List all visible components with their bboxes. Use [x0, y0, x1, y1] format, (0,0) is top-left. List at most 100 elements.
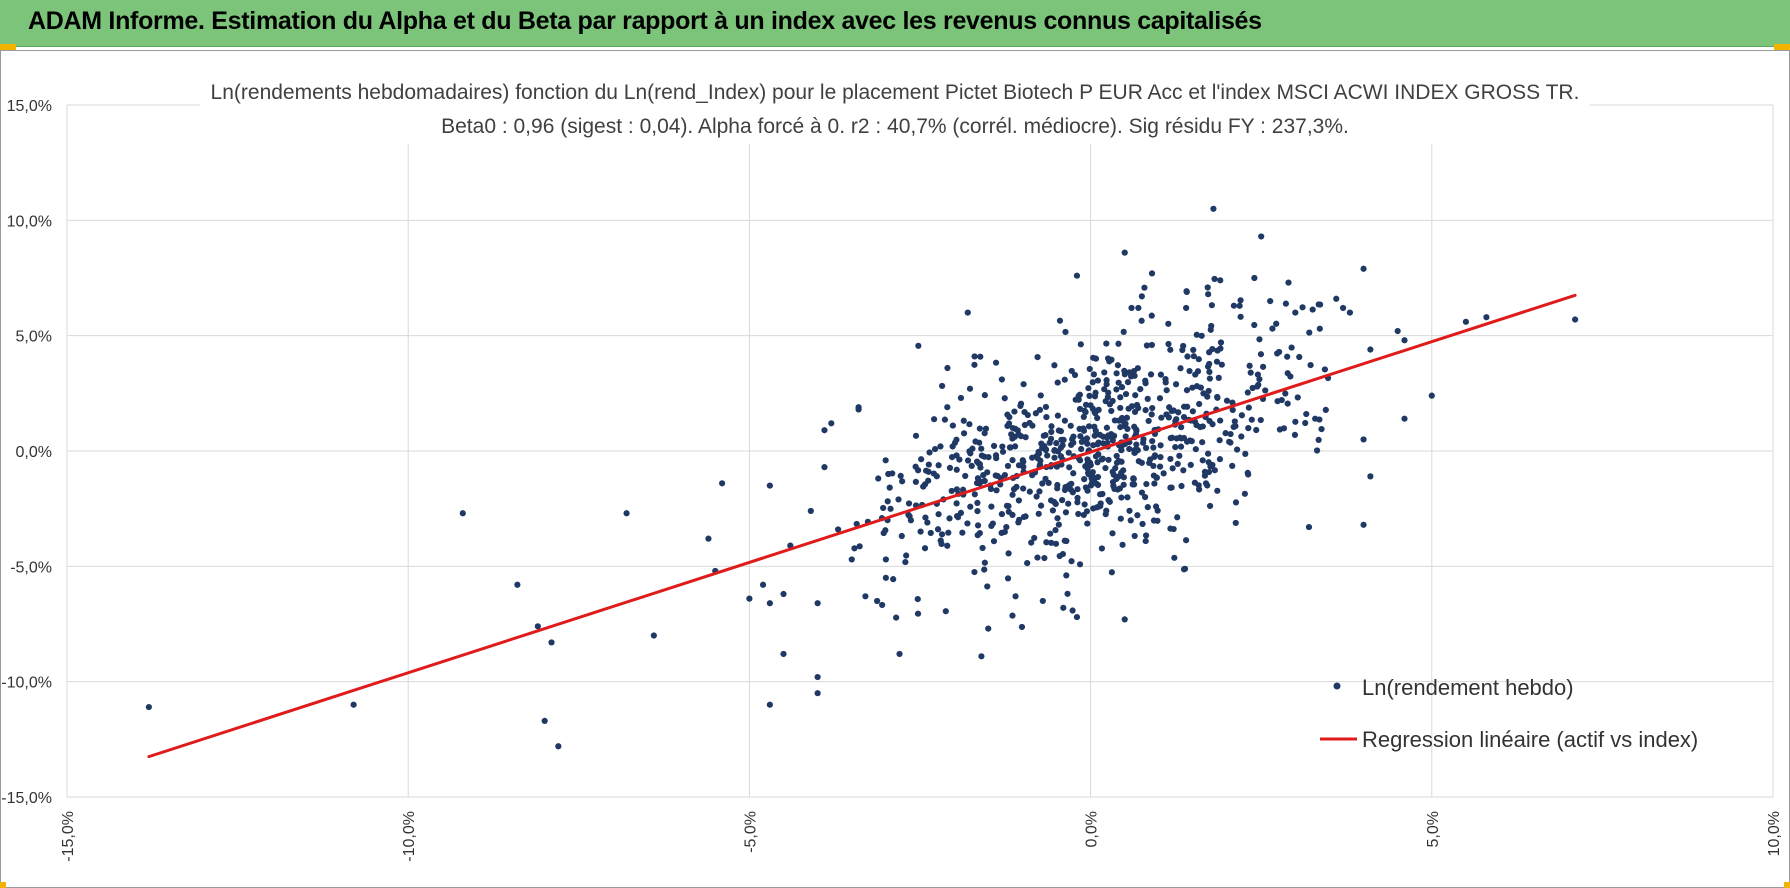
- data-point: [1105, 389, 1112, 396]
- data-point: [1188, 438, 1195, 445]
- data-point: [1108, 407, 1115, 415]
- data-point: [1135, 304, 1142, 312]
- data-point: [1190, 346, 1197, 354]
- data-point: [1089, 405, 1096, 412]
- data-point: [1074, 494, 1081, 501]
- data-point: [1282, 390, 1289, 397]
- data-point: [1039, 597, 1046, 605]
- data-point: [1367, 473, 1374, 480]
- data-point: [1178, 482, 1185, 490]
- data-point: [1101, 369, 1108, 376]
- data-point: [899, 478, 906, 485]
- data-point: [1133, 441, 1140, 448]
- data-point: [1042, 446, 1049, 454]
- data-point: [1115, 379, 1122, 386]
- data-point: [1034, 455, 1041, 462]
- data-point: [1081, 476, 1088, 483]
- data-point: [1367, 346, 1374, 353]
- data-point: [1143, 532, 1150, 539]
- data-point: [966, 385, 974, 392]
- data-point: [1078, 445, 1085, 453]
- data-point: [1061, 376, 1068, 383]
- corner-accent-right: [1774, 44, 1790, 50]
- data-point: [1091, 432, 1098, 439]
- data-point: [1123, 414, 1130, 421]
- data-point: [1033, 493, 1040, 500]
- data-point: [1172, 443, 1179, 451]
- data-point: [1360, 265, 1367, 272]
- data-point: [1307, 362, 1314, 369]
- data-point: [514, 581, 521, 588]
- data-point: [1141, 494, 1149, 501]
- data-point: [1144, 395, 1151, 402]
- data-point: [1087, 482, 1095, 489]
- data-point: [1206, 502, 1214, 510]
- data-point: [1151, 480, 1158, 487]
- data-point: [1210, 205, 1217, 212]
- data-point: [931, 445, 939, 453]
- data-point: [1052, 540, 1060, 547]
- data-point: [1060, 436, 1067, 443]
- data-point: [1119, 541, 1126, 548]
- data-point: [1157, 442, 1164, 449]
- data-point: [1292, 418, 1299, 425]
- data-point: [925, 461, 932, 468]
- data-point: [459, 510, 466, 517]
- data-point: [1113, 452, 1120, 460]
- corner-accent-left: [0, 44, 16, 50]
- data-point: [1076, 391, 1083, 398]
- data-point: [953, 486, 960, 493]
- data-point: [1148, 270, 1156, 277]
- data-point: [998, 510, 1006, 518]
- data-point: [969, 445, 976, 452]
- data-point: [1274, 398, 1281, 405]
- data-point: [1401, 337, 1408, 344]
- data-point: [1209, 346, 1216, 353]
- data-point: [1173, 416, 1180, 423]
- data-point: [934, 526, 942, 533]
- data-point: [1117, 404, 1124, 412]
- data-point: [1126, 445, 1133, 453]
- data-point: [1103, 381, 1110, 388]
- data-point: [1094, 377, 1101, 384]
- data-point: [960, 417, 967, 424]
- data-point: [1204, 393, 1211, 400]
- data-point: [1276, 426, 1283, 433]
- data-point: [1053, 463, 1060, 470]
- data-point: [862, 593, 869, 600]
- data-point: [1199, 439, 1206, 446]
- data-point: [1085, 385, 1092, 392]
- data-point: [1056, 317, 1064, 324]
- data-point: [555, 743, 562, 750]
- y-tick-label: 5,0%: [16, 329, 52, 346]
- data-point: [1156, 463, 1164, 470]
- data-point: [1074, 486, 1081, 493]
- data-point: [1086, 392, 1093, 399]
- data-point: [1257, 351, 1265, 358]
- data-point: [1074, 499, 1081, 506]
- data-point: [971, 491, 978, 498]
- data-point: [1063, 537, 1070, 545]
- data-point: [1010, 486, 1018, 493]
- data-point: [1057, 428, 1064, 435]
- data-point: [938, 531, 946, 538]
- data-point: [1142, 444, 1150, 452]
- data-point: [1214, 487, 1221, 494]
- data-point: [1053, 440, 1060, 447]
- data-point: [1099, 455, 1106, 462]
- data-point: [976, 425, 983, 432]
- data-point: [1217, 277, 1224, 284]
- data-point: [1196, 400, 1203, 408]
- data-point: [1195, 356, 1202, 363]
- y-tick-label: -15,0%: [1, 790, 52, 807]
- data-point: [1163, 387, 1170, 394]
- data-point: [1080, 511, 1087, 519]
- data-point: [1109, 468, 1116, 475]
- x-tick-label: -5,0%: [742, 811, 759, 853]
- data-point: [1120, 328, 1127, 335]
- data-point: [937, 443, 944, 450]
- data-point: [1242, 450, 1249, 457]
- data-point: [1360, 521, 1367, 528]
- data-point: [1094, 459, 1101, 466]
